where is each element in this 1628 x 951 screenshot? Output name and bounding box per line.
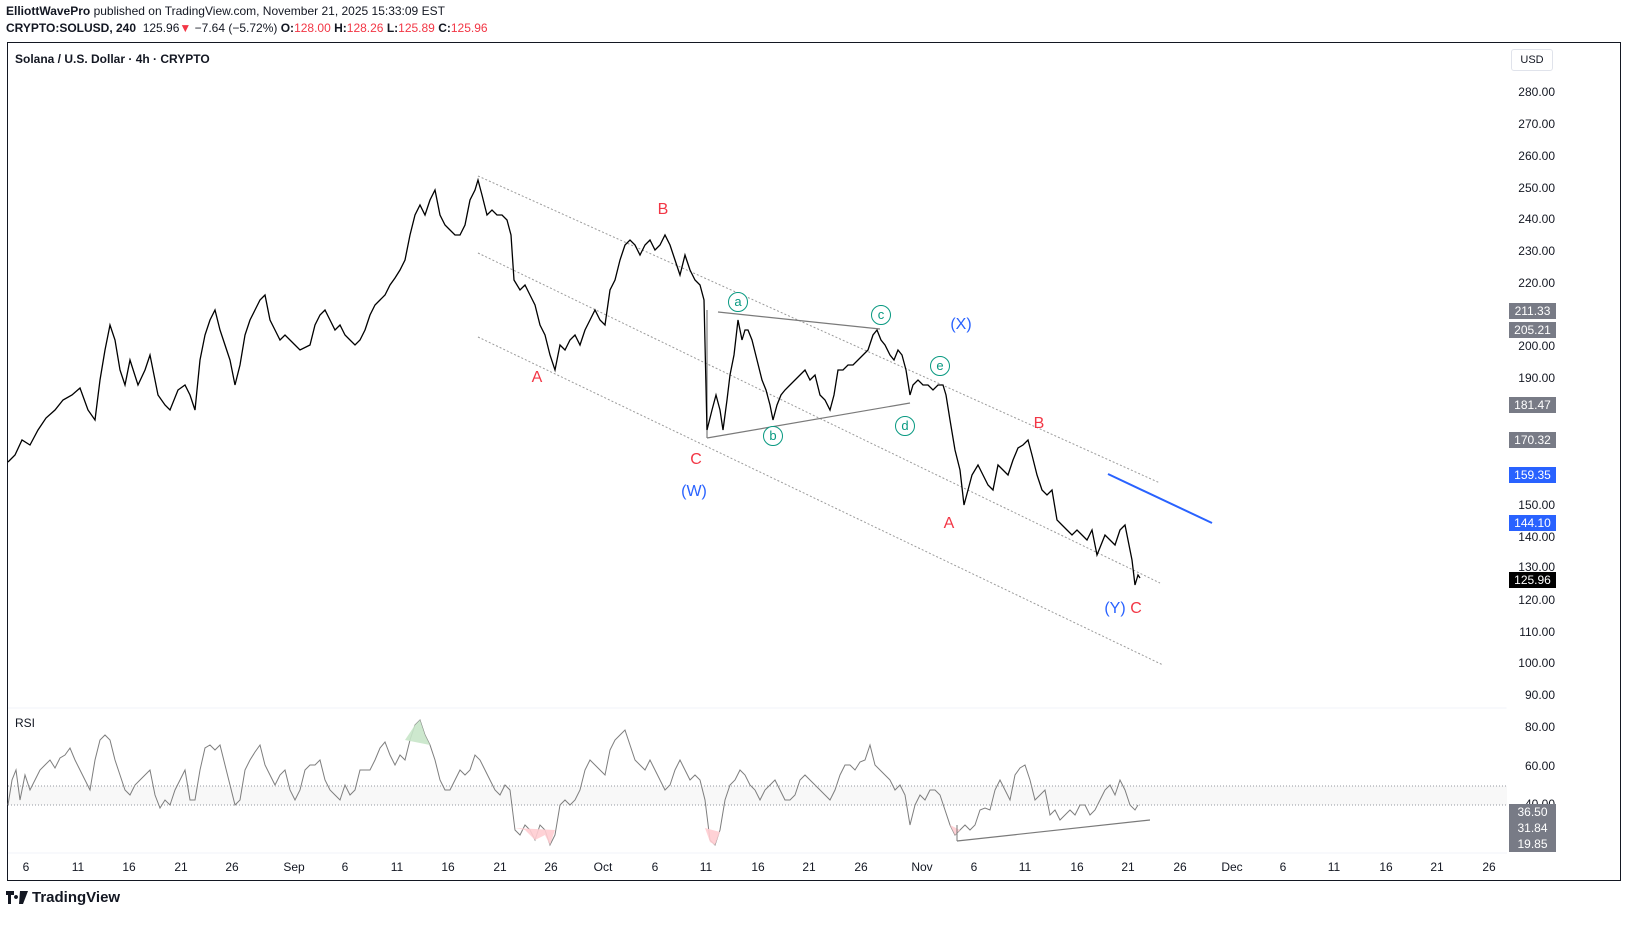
chart-frame[interactable]	[7, 42, 1621, 881]
price-tag-170: 170.32	[1509, 432, 1556, 448]
price-tick: 220.00	[1518, 276, 1555, 290]
blue-resistance-line[interactable]	[1107, 473, 1213, 524]
time-tick: 16	[441, 860, 455, 874]
wave-label-Y[interactable]: (Y)	[1104, 600, 1126, 617]
time-tick: 16	[1379, 860, 1393, 874]
author-name[interactable]: ElliottWavePro	[6, 4, 91, 18]
time-tick: 6	[341, 860, 349, 874]
wave-label-B[interactable]: B	[657, 201, 669, 218]
time-tick: 21	[802, 860, 816, 874]
price-tag-181: 181.47	[1509, 397, 1556, 413]
price-tick: 280.00	[1518, 85, 1555, 99]
price-tick: 90.00	[1524, 688, 1555, 702]
time-tick: 6	[22, 860, 30, 874]
wave-label-C[interactable]: C	[690, 451, 702, 468]
price-tick: 190.00	[1518, 371, 1555, 385]
time-tick: 6	[970, 860, 978, 874]
time-tick: 21	[1430, 860, 1444, 874]
low-value: 125.89	[398, 21, 435, 35]
rsi-tag: 36.50	[1509, 804, 1556, 820]
publish-info: ElliottWavePro published on TradingView.…	[6, 4, 445, 18]
time-tick: 11	[1018, 860, 1032, 874]
wave-label-C2[interactable]: C	[1130, 600, 1142, 617]
wave-label-X[interactable]: (X)	[950, 316, 972, 333]
time-tick: Nov	[911, 860, 933, 874]
time-tick: 26	[544, 860, 558, 874]
wave-label-b[interactable]: b	[763, 426, 783, 446]
high-value: 128.26	[346, 21, 384, 35]
rsi-tag: 31.84	[1509, 820, 1556, 836]
wave-label-a[interactable]: a	[728, 292, 748, 312]
open-value: 128.00	[294, 21, 331, 35]
time-tick: 16	[751, 860, 765, 874]
last-price: 125.96	[142, 21, 180, 35]
symbol-info-bar: CRYPTO:SOLUSD, 240 125.96▼ −7.64 (−5.72%…	[6, 21, 488, 35]
time-tick: 6	[1279, 860, 1287, 874]
time-tick: 11	[699, 860, 713, 874]
time-tick: 21	[174, 860, 188, 874]
wave-label-e[interactable]: e	[930, 356, 950, 376]
time-tick: 6	[651, 860, 659, 874]
price-tick: 110.00	[1519, 625, 1555, 639]
time-tick: 21	[493, 860, 507, 874]
time-tick: 16	[122, 860, 136, 874]
tradingview-logo-icon	[6, 891, 28, 904]
currency-button[interactable]: USD	[1511, 49, 1553, 71]
price-tag-144: 144.10	[1509, 515, 1556, 531]
price-tick: 260.00	[1518, 149, 1555, 163]
price-tag-159: 159.35	[1509, 467, 1556, 483]
wave-label-B2[interactable]: B	[1033, 415, 1045, 432]
time-tick: 11	[71, 860, 85, 874]
wave-label-W[interactable]: (W)	[681, 483, 707, 500]
down-arrow-icon: ▼	[179, 21, 192, 35]
rsi-line	[7, 719, 1139, 847]
price-tick: 140.00	[1518, 530, 1555, 544]
descending-channel[interactable]	[477, 175, 1164, 666]
last-price-tag: 125.96	[1509, 572, 1556, 588]
rsi-tick: 60.00	[1524, 759, 1555, 773]
price-bars	[7, 177, 1141, 586]
time-tick: Sep	[283, 860, 305, 874]
time-tick: 26	[1173, 860, 1187, 874]
wave-label-d[interactable]: d	[895, 416, 915, 436]
price-tick: 200.00	[1518, 339, 1555, 353]
price-tag-211: 211.33	[1509, 303, 1556, 319]
wave-label-c[interactable]: c	[871, 305, 891, 325]
brand-name: TradingView	[32, 889, 121, 906]
rsi-tag: 19.85	[1509, 836, 1556, 852]
price-tick: 240.00	[1518, 212, 1555, 226]
price-tick: 250.00	[1518, 181, 1555, 195]
symbol: CRYPTO:SOLUSD, 240	[6, 21, 137, 35]
time-tick: 11	[390, 860, 404, 874]
time-tick: 21	[1121, 860, 1135, 874]
price-tick: 120.00	[1518, 593, 1555, 607]
chart-legend[interactable]: Solana / U.S. Dollar · 4h · CRYPTO	[15, 52, 210, 66]
time-tick: Dec	[1221, 860, 1243, 874]
wave-label-A2[interactable]: A	[943, 515, 955, 532]
time-tick: 26	[1482, 860, 1496, 874]
rsi-tick: 80.00	[1524, 720, 1555, 734]
price-tick: 270.00	[1518, 117, 1555, 131]
price-tick: 100.00	[1518, 656, 1555, 670]
price-tick: 230.00	[1518, 244, 1555, 258]
time-tick: 11	[1327, 860, 1341, 874]
rsi-label[interactable]: RSI	[15, 716, 36, 730]
time-tick: 16	[1070, 860, 1084, 874]
price-tick: 130.00	[1518, 560, 1555, 574]
time-tick: 26	[854, 860, 868, 874]
close-value: 125.96	[450, 21, 488, 35]
price-tag-205: 205.21	[1509, 322, 1556, 338]
tradingview-logo[interactable]: TradingView	[6, 889, 120, 906]
time-tick: Oct	[593, 860, 613, 874]
wave-label-A[interactable]: A	[531, 369, 543, 386]
price-change: −7.64 (−5.72%)	[194, 21, 278, 35]
rsi-divergence-line[interactable]	[956, 819, 1151, 842]
time-tick: 26	[225, 860, 239, 874]
price-tick: 150.00	[1518, 498, 1555, 512]
